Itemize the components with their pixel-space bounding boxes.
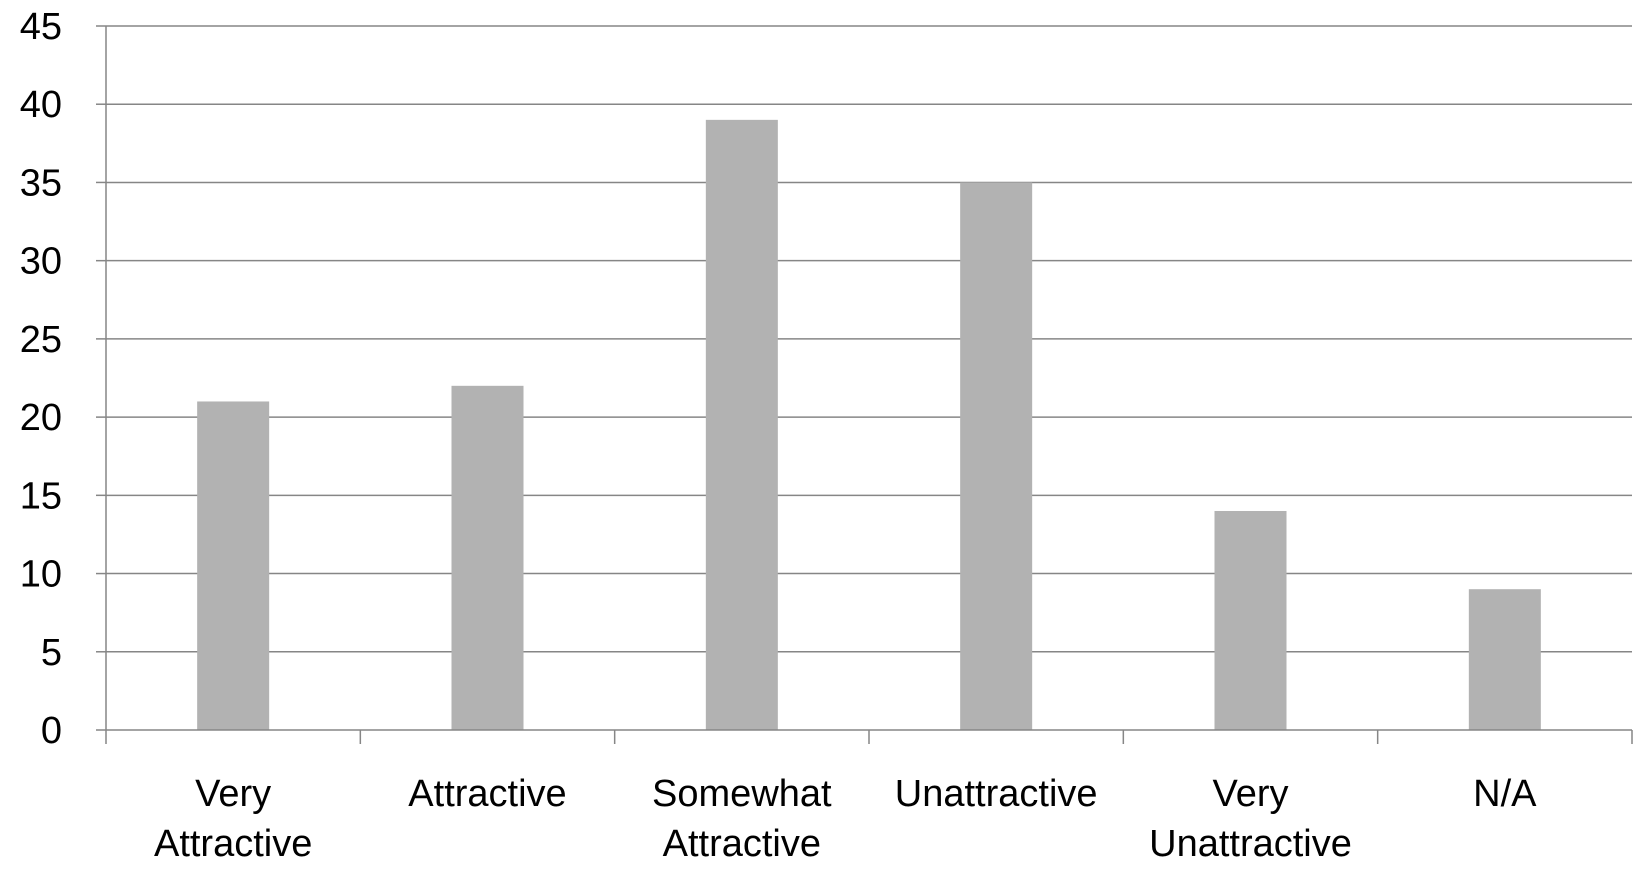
y-tick-label: 0 [41, 710, 62, 752]
y-tick-label: 5 [41, 632, 62, 674]
axes [96, 25, 1633, 744]
x-category-label: N/A [1473, 773, 1537, 815]
x-category-label-line: Unattractive [895, 773, 1098, 815]
bar-4 [960, 182, 1033, 730]
bar-6 [1468, 589, 1541, 730]
x-category-label-line: Very [1212, 773, 1288, 815]
x-category-label-line: Somewhat [652, 773, 832, 815]
y-tick-label: 10 [20, 554, 62, 596]
x-category-label-line: Attractive [154, 823, 312, 865]
x-category-label: Attractive [408, 773, 566, 815]
x-category-label: Very Attractive [154, 773, 312, 865]
y-tick-label: 35 [20, 162, 62, 204]
y-tick-labels: 0 5 10 15 20 25 30 35 40 45 [20, 6, 62, 752]
x-category-label-line: Attractive [663, 823, 821, 865]
x-category-label-line: Unattractive [1149, 823, 1352, 865]
x-category-label: Very Unattractive [1149, 773, 1352, 865]
x-category-label: Somewhat Attractive [652, 773, 832, 865]
x-category-label-line: Attractive [408, 773, 566, 815]
bars [197, 119, 1541, 730]
y-tick-label: 15 [20, 475, 62, 517]
gridlines [106, 25, 1632, 653]
bar-3 [705, 119, 778, 730]
bar-5 [1214, 510, 1287, 730]
x-category-label-line: Very [195, 773, 271, 815]
x-category-labels: Very Attractive Attractive Somewhat Attracti… [154, 773, 1537, 865]
y-tick-label: 30 [20, 241, 62, 283]
y-tick-label: 20 [20, 397, 62, 439]
bar-1 [197, 401, 270, 730]
y-tick-label: 45 [20, 6, 62, 48]
x-category-label: Unattractive [895, 773, 1098, 815]
bar-2 [451, 385, 524, 730]
x-category-label-line: N/A [1473, 773, 1537, 815]
y-tick-label: 40 [20, 84, 62, 126]
y-tick-label: 25 [20, 319, 62, 361]
